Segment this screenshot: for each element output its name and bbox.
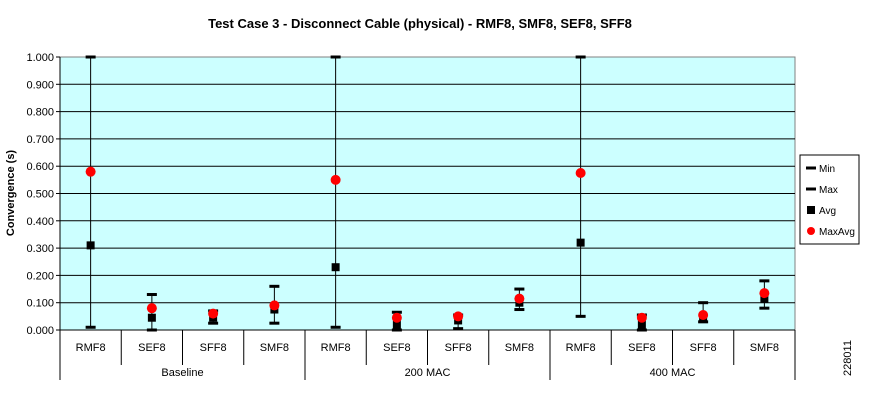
point-min <box>330 325 341 329</box>
x-tick-label: SMF8 <box>750 342 779 354</box>
x-tick-label: SEF8 <box>138 342 166 354</box>
point-max <box>85 55 96 59</box>
x-tick-label: RMF8 <box>321 342 351 354</box>
group-label: Baseline <box>161 367 203 379</box>
y-tick-label: 0.700 <box>26 134 54 146</box>
point-avg <box>147 313 156 322</box>
figure-id: 228011 <box>842 340 854 376</box>
point-max <box>391 310 402 314</box>
y-tick-label: 0.600 <box>26 161 54 173</box>
point-maxavg <box>391 312 402 323</box>
point-maxavg <box>514 293 525 304</box>
point-min <box>575 314 586 318</box>
legend-marker <box>806 166 816 170</box>
y-tick-label: 0.500 <box>26 189 54 201</box>
y-axis: 0.000 0.100 0.200 0.300 0.400 0.500 0.600 0.700… <box>26 52 61 337</box>
x-tick-label: SEF8 <box>383 342 411 354</box>
x-axis: RMF8 SEF8 SFF8 SMF8 RMF8 SEF8 SFF8 SMF8 RMF8 SEF8… <box>59 329 796 380</box>
legend-label: Avg <box>819 206 836 217</box>
point-avg <box>331 263 340 272</box>
y-tick-label: 0.200 <box>26 270 54 282</box>
y-tick-label: 0.000 <box>26 325 54 337</box>
point-min <box>85 325 96 329</box>
legend-label: Max <box>819 185 838 196</box>
point-max <box>698 301 709 305</box>
x-tick-label: SEF8 <box>628 342 656 354</box>
point-maxavg <box>208 308 219 319</box>
y-tick-label: 0.800 <box>26 107 54 119</box>
point-max <box>269 284 280 288</box>
y-tick-label: 0.100 <box>26 298 54 310</box>
y-axis-label: Convergence (s) <box>5 150 17 237</box>
point-min <box>269 321 280 325</box>
point-maxavg <box>453 311 464 322</box>
point-min <box>391 328 402 332</box>
y-tick-label: 0.900 <box>26 79 54 91</box>
x-tick-label: SFF8 <box>445 342 472 354</box>
point-maxavg <box>330 174 341 185</box>
group-label: 400 MAC <box>650 367 696 379</box>
point-maxavg <box>269 300 280 311</box>
gridlines <box>60 83 795 304</box>
x-tick-label: RMF8 <box>566 342 596 354</box>
x-tick-label: SFF8 <box>200 342 227 354</box>
point-maxavg <box>698 309 709 320</box>
point-min <box>514 308 525 312</box>
group-label: 200 MAC <box>405 367 451 379</box>
point-min <box>453 327 464 331</box>
point-max <box>146 293 157 297</box>
y-tick-label: 0.300 <box>26 243 54 255</box>
x-tick-label: RMF8 <box>76 342 106 354</box>
y-tick-label: 1.000 <box>26 52 54 64</box>
point-avg <box>760 294 769 303</box>
legend-label: Min <box>819 164 835 175</box>
legend-label: MaxAvg <box>819 227 855 238</box>
data-marks <box>85 55 770 332</box>
point-avg <box>392 320 401 329</box>
x-tick-label: SFF8 <box>690 342 717 354</box>
x-tick-label: SMF8 <box>260 342 289 354</box>
chart-title: Test Case 3 - Disconnect Cable (physical… <box>208 16 632 31</box>
legend-marker <box>807 227 815 235</box>
point-min <box>208 321 219 325</box>
point-min <box>636 328 647 332</box>
point-min <box>146 328 157 332</box>
point-max <box>330 55 341 59</box>
point-max <box>759 279 770 283</box>
legend-marker <box>807 206 815 214</box>
point-maxavg <box>575 168 586 179</box>
point-maxavg <box>636 312 647 323</box>
y-tick-label: 0.400 <box>26 216 54 228</box>
point-max <box>575 55 586 59</box>
point-avg <box>86 241 95 250</box>
point-maxavg <box>146 303 157 314</box>
point-maxavg <box>85 166 96 177</box>
legend-marker <box>806 187 816 191</box>
point-avg <box>576 238 585 247</box>
point-maxavg <box>759 288 770 299</box>
point-max <box>514 287 525 291</box>
x-tick-label: SMF8 <box>505 342 534 354</box>
point-avg <box>637 320 646 329</box>
point-min <box>759 306 770 310</box>
